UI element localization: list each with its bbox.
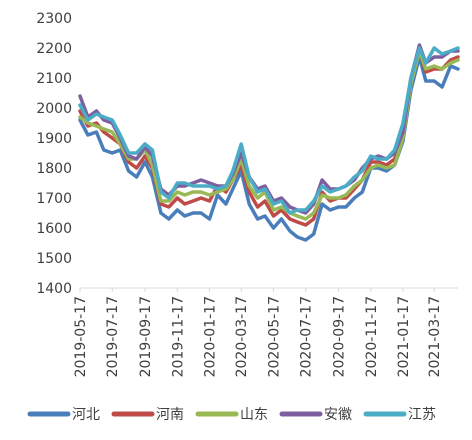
y-tick-label: 1900 xyxy=(36,131,72,147)
series-group xyxy=(78,43,460,242)
x-tick-label: 2020-03-17 xyxy=(234,296,250,377)
y-axis: 1400 1500 1600 1700 1800 1900 2000 2100 2200 2300 xyxy=(36,11,72,297)
y-tick-label: 2200 xyxy=(36,41,72,57)
legend-label: 安徽 xyxy=(324,407,352,423)
x-tick-label: 2019-09-17 xyxy=(138,296,154,377)
x-tick-label: 2020-01-17 xyxy=(203,296,219,377)
y-tick-label: 1400 xyxy=(36,281,72,297)
y-tick-label: 2100 xyxy=(36,71,72,87)
legend-label: 江苏 xyxy=(408,407,436,423)
y-tick-label: 2300 xyxy=(36,11,72,27)
y-tick-label: 1800 xyxy=(36,161,72,177)
x-tick-label: 2020-09-17 xyxy=(332,296,348,377)
x-tick-label: 2020-05-17 xyxy=(266,296,282,377)
x-tick-label: 2019-11-17 xyxy=(170,296,186,377)
x-axis: 2019-05-17 2019-07-17 2019-09-17 2019-11-17… xyxy=(73,287,458,377)
series-line-5 xyxy=(78,46,460,215)
y-tick-label: 1500 xyxy=(36,251,72,267)
y-tick-label: 1600 xyxy=(36,221,72,237)
legend: 河北 河南 山东 安徽 江苏 xyxy=(27,407,436,423)
legend-label: 河南 xyxy=(156,407,184,423)
x-tick-label: 2020-11-17 xyxy=(364,296,380,377)
x-tick-label: 2019-07-17 xyxy=(105,296,121,377)
x-tick-label: 2021-01-17 xyxy=(396,296,412,377)
legend-label: 山东 xyxy=(240,407,268,423)
x-tick-label: 2020-07-17 xyxy=(299,296,315,377)
x-tick-label: 2021-03-17 xyxy=(427,296,443,377)
legend-label: 河北 xyxy=(72,407,100,423)
x-tick-label: 2019-05-17 xyxy=(73,296,89,377)
y-tick-label: 1700 xyxy=(36,191,72,207)
y-tick-label: 2000 xyxy=(36,101,72,117)
